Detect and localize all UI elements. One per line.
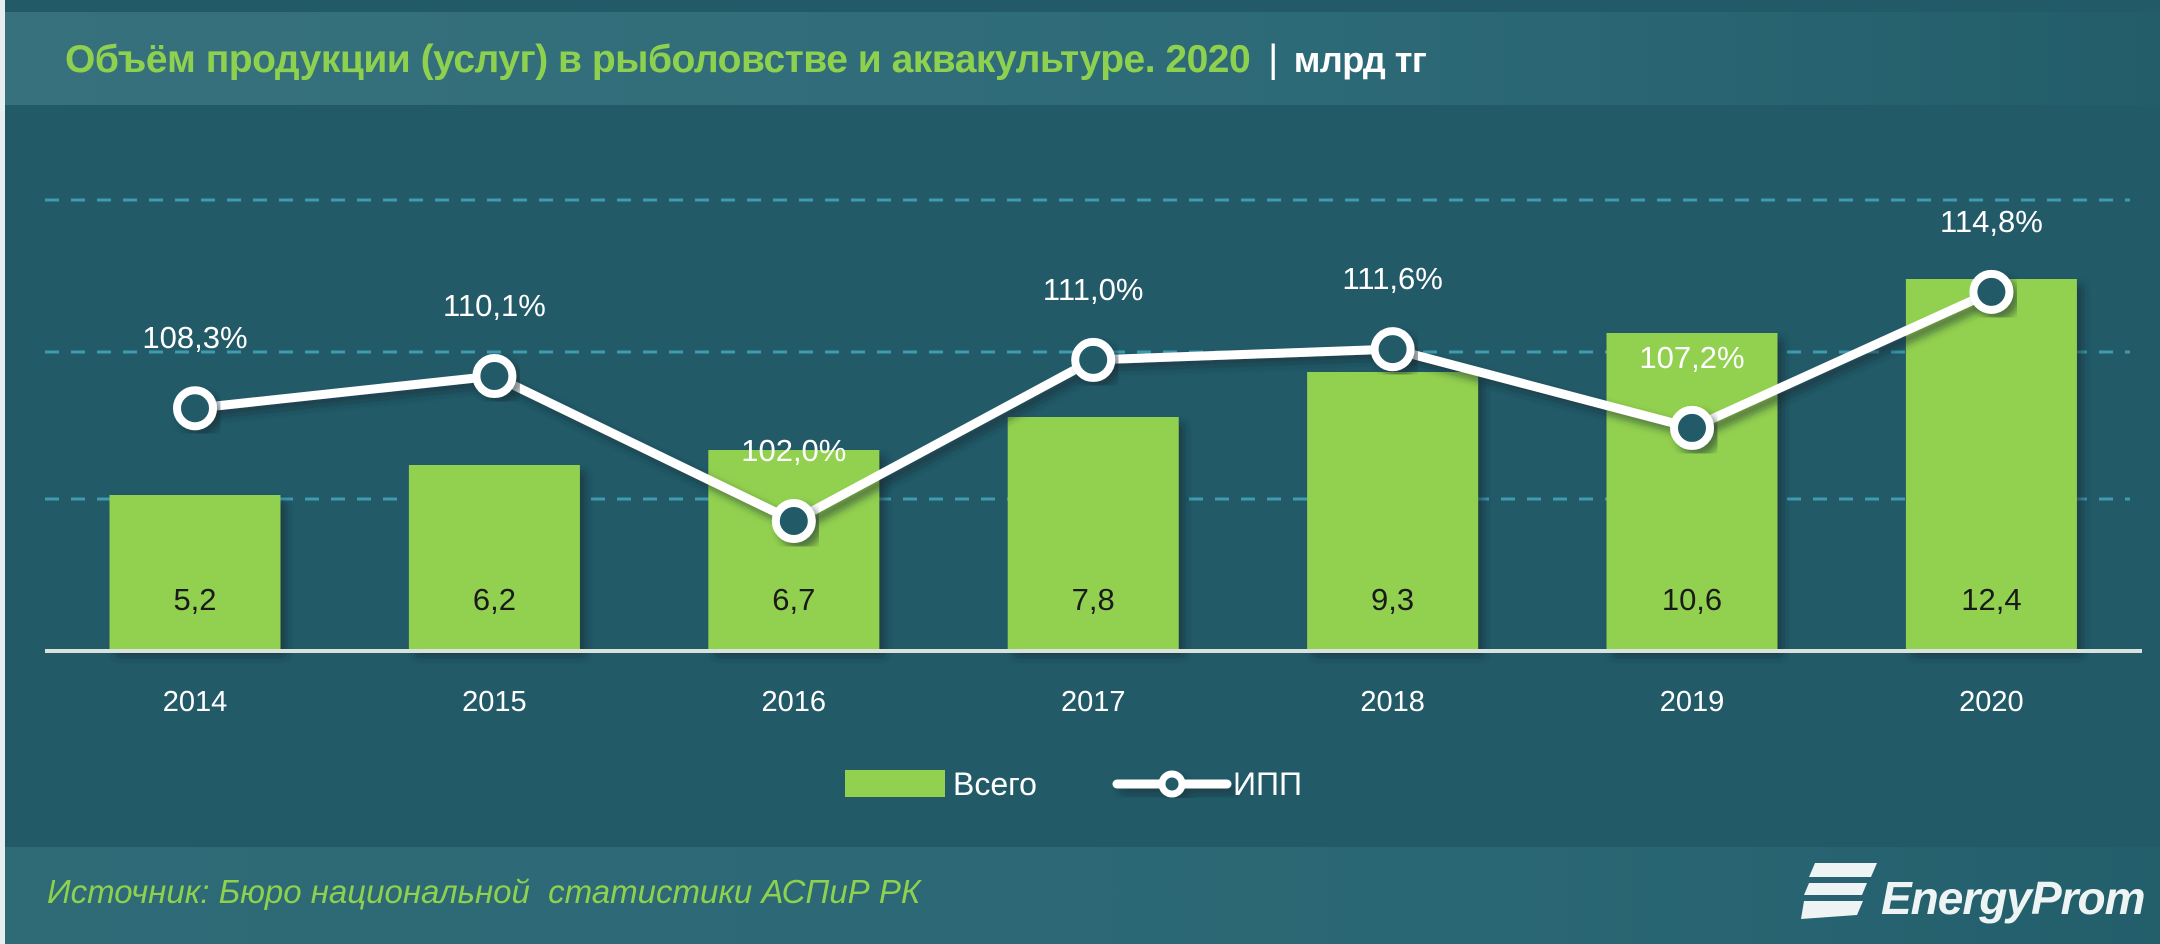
x-tick-label: 2015 bbox=[462, 686, 527, 718]
ipp-marker bbox=[1370, 327, 1415, 372]
ipp-marker bbox=[1969, 269, 2014, 314]
bar-value-labels: 5,2 6,2 6,7 7,8 9,3 10,6 12,4 bbox=[173, 582, 2021, 617]
bar bbox=[1307, 372, 1479, 651]
chart-title: Объём продукции (услуг) в рыболовстве и … bbox=[65, 38, 1427, 82]
bar bbox=[708, 450, 880, 651]
x-tick-label: 2020 bbox=[1959, 686, 2024, 718]
bar bbox=[109, 495, 281, 651]
line-series-ipp bbox=[173, 269, 2014, 543]
bar-value-label: 6,7 bbox=[772, 582, 815, 617]
ipp-value-label: 114,8% bbox=[1940, 204, 2043, 239]
ipp-value-label: 111,6% bbox=[1342, 261, 1443, 296]
source-note: Источник: Бюро национальной статистики А… bbox=[47, 873, 921, 910]
legend-label-vsego: Всего bbox=[953, 766, 1037, 802]
bar bbox=[408, 465, 580, 651]
bar-value-label: 6,2 bbox=[473, 582, 516, 617]
bar-series-vsego bbox=[109, 279, 2077, 651]
title-bar: Объём продукции (услуг) в рыболовстве и … bbox=[5, 12, 2160, 105]
ipp-value-label: 102,0% bbox=[741, 433, 846, 468]
chart-plot: 5,2 6,2 6,7 7,8 9,3 10,6 12,4 108,3% 110,1% 102,… bbox=[45, 198, 2142, 802]
ipp-marker bbox=[771, 499, 816, 543]
bar-value-label: 9,3 bbox=[1371, 582, 1414, 617]
x-tick-label: 2018 bbox=[1360, 686, 1425, 718]
ipp-marker bbox=[1670, 405, 1714, 450]
ipp-value-label: 107,2% bbox=[1639, 340, 1744, 375]
x-axis-tick-labels: 2014 2015 2016 2017 2018 2019 2020 bbox=[163, 686, 2024, 718]
bar-value-label: 5,2 bbox=[173, 582, 216, 617]
bar-value-label: 10,6 bbox=[1662, 582, 1722, 617]
ipp-marker bbox=[472, 354, 517, 399]
energyprom-logo: EnergyProm bbox=[1801, 861, 2146, 927]
bar-value-label: 7,8 bbox=[1072, 582, 1115, 617]
bar bbox=[1606, 333, 1778, 651]
energyprom-stripes-icon bbox=[1801, 863, 1877, 919]
bar-value-label: 12,4 bbox=[1961, 582, 2021, 617]
legend: Всего ИПП bbox=[845, 766, 1302, 802]
logo-text: EnergyProm bbox=[1881, 872, 2146, 924]
x-tick-label: 2017 bbox=[1061, 686, 1126, 718]
legend-swatch-vsego bbox=[845, 770, 945, 797]
ipp-value-label: 110,1% bbox=[443, 288, 546, 323]
x-tick-label: 2016 bbox=[762, 686, 827, 718]
bar bbox=[1905, 279, 2077, 651]
footer: Источник: Бюро национальной статистики А… bbox=[5, 847, 2160, 944]
title-text: Объём продукции (услуг) в рыболовстве и … bbox=[65, 38, 1251, 81]
unit-label: млрд тг bbox=[1293, 39, 1427, 80]
ipp-marker bbox=[1071, 337, 1116, 382]
line-value-labels: 108,3% 110,1% 102,0% 111,0% 111,6% 107,2% 114,… bbox=[142, 204, 2042, 468]
x-tick-label: 2014 bbox=[163, 686, 228, 718]
legend-label-ipp: ИПП bbox=[1233, 766, 1302, 802]
bar bbox=[1007, 417, 1179, 651]
ipp-value-label: 108,3% bbox=[142, 320, 247, 355]
x-tick-label: 2019 bbox=[1660, 686, 1725, 718]
title-separator: | bbox=[1268, 38, 1278, 81]
ipp-value-label: 111,0% bbox=[1043, 272, 1144, 307]
legend-line-marker-icon bbox=[1112, 770, 1232, 798]
ipp-marker bbox=[173, 386, 217, 431]
